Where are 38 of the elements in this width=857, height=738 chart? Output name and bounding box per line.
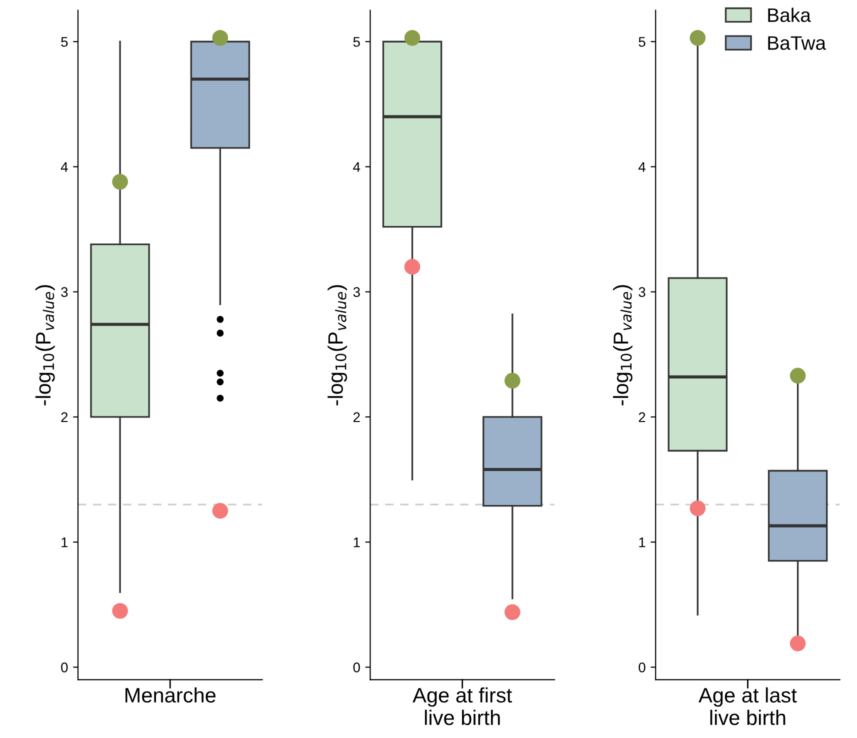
point: [112, 174, 128, 190]
point: [690, 30, 706, 46]
x-axis-title: Age at last live birth: [698, 687, 797, 726]
y-tick-label: 1: [354, 538, 360, 548]
y-tick-label: 1: [639, 538, 646, 548]
y-tick-label: 4: [60, 162, 68, 172]
y-tick-label: 4: [353, 162, 360, 172]
y-axis-title: -log$_{10}$(P$_{value}$): [613, 285, 632, 406]
y-axis-title: -log$_{10}$(P$_{value}$): [35, 285, 55, 406]
point: [404, 30, 420, 46]
y-axis-title: -log$_{10}$(P$_{value}$): [328, 285, 348, 406]
y-tick-label: 3: [61, 287, 68, 298]
y-tick-label: 0: [353, 662, 360, 672]
point: [212, 502, 228, 519]
y-tick-label: 0: [638, 662, 646, 672]
x-axis-title: Menarche: [126, 687, 216, 703]
y-tick-label: 3: [353, 287, 360, 298]
point: [690, 500, 706, 516]
y-tick-label: 5: [353, 37, 360, 47]
legend-label: Baka: [768, 8, 811, 22]
point: [790, 635, 806, 652]
x-axis-title: Age at first live birth: [412, 687, 512, 726]
point: [404, 258, 420, 275]
point: [112, 602, 128, 619]
y-tick-label: 4: [638, 162, 646, 172]
y-tick-label: 2: [353, 412, 360, 422]
y-tick-label: 3: [638, 287, 646, 298]
point: [504, 372, 520, 389]
point: [504, 604, 520, 620]
point: [790, 368, 806, 384]
y-tick-label: 5: [638, 37, 646, 47]
y-tick-label: 2: [638, 412, 646, 422]
legend-label: BaTwa: [768, 36, 826, 50]
y-tick-label: 1: [62, 538, 68, 548]
y-tick-label: 2: [61, 412, 68, 422]
y-tick-label: 5: [61, 37, 68, 47]
point: [212, 30, 228, 46]
y-tick-label: 0: [61, 662, 68, 672]
